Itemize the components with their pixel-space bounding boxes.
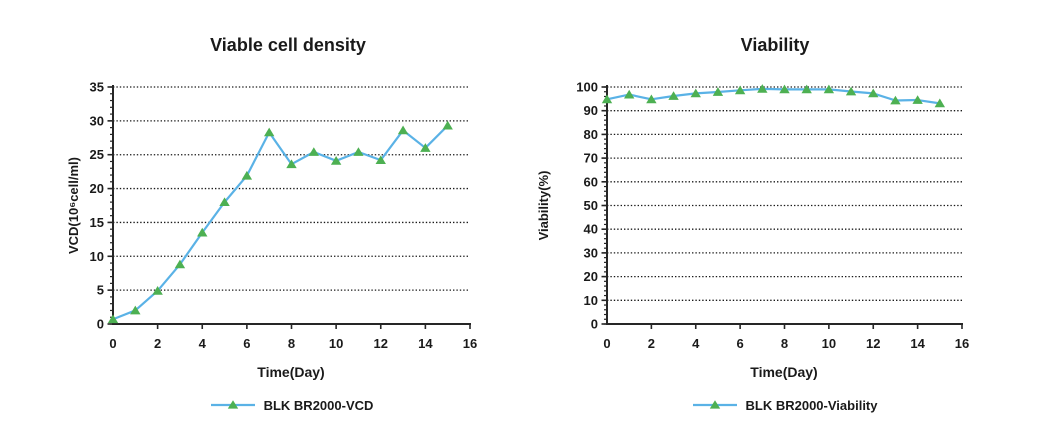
- viability-chart-title: Viability: [741, 35, 810, 55]
- vcd-plot-area: 0 5 10 15 20 25 30 35 0 2 4 6 8 10 12 14 16: [90, 80, 478, 352]
- vcd-y-axis-label: VCD(10⁶cell/ml): [66, 157, 81, 254]
- y-tick-label: 20: [90, 181, 104, 196]
- series-marker-icon: [353, 147, 364, 156]
- viability-x-axis-label: Time(Day): [750, 364, 817, 380]
- y-tick-label: 20: [584, 269, 598, 284]
- x-tick-label: 2: [648, 336, 655, 351]
- series-marker-icon: [375, 155, 386, 165]
- series-line: [605, 87, 941, 105]
- x-tick-label: 4: [199, 336, 207, 351]
- y-tick-label: 90: [584, 103, 598, 118]
- series-marker-icon: [308, 147, 320, 156]
- x-tick-label: 14: [910, 336, 925, 351]
- y-tick-label: 10: [584, 293, 598, 308]
- y-tick-label: 30: [90, 113, 104, 128]
- series-marker-icon: [623, 89, 635, 99]
- series-marker-icon: [152, 286, 163, 295]
- x-tick-label: 16: [955, 336, 969, 351]
- x-tick-label: 16: [463, 336, 477, 351]
- series-marker-icon: [219, 197, 230, 207]
- vcd-legend-line-marker-icon: [210, 400, 255, 409]
- x-tick-label: 6: [243, 336, 250, 351]
- series-marker-icon: [823, 84, 835, 94]
- series-marker-icon: [397, 125, 409, 135]
- series-marker-icon: [420, 143, 431, 152]
- viability-chart-svg: 0 10 20 30 40 50 60 70 80 90 100 0 2 4 6 8 10 12 14 16 Viab…: [536, 35, 969, 380]
- series-marker-icon: [779, 84, 790, 94]
- x-tick-label: 14: [418, 336, 433, 351]
- x-tick-label: 12: [374, 336, 388, 351]
- x-tick-label: 6: [737, 336, 744, 351]
- x-tick-label: 0: [603, 336, 610, 351]
- y-tick-label: 80: [584, 127, 598, 142]
- x-tick-label: 8: [288, 336, 295, 351]
- series-marker-icon: [241, 170, 253, 180]
- y-tick-label: 40: [584, 222, 598, 237]
- y-tick-label: 0: [97, 317, 104, 332]
- viability-plot-area: 0 10 20 30 40 50 60 70 80 90 100 0 2 4 6 8 10 12 14 16: [576, 80, 969, 352]
- series-marker-icon: [263, 127, 275, 137]
- viability-legend-line-marker-icon: [692, 400, 737, 409]
- vcd-chart-title: Viable cell density: [210, 35, 366, 55]
- series-marker-icon: [286, 159, 297, 169]
- series-marker-icon: [757, 84, 768, 93]
- series-marker-icon: [646, 94, 657, 104]
- series-marker-icon: [890, 95, 901, 105]
- y-tick-label: 35: [90, 80, 104, 95]
- series-marker-icon: [845, 86, 857, 96]
- x-tick-label: 4: [692, 336, 700, 351]
- y-tick-label: 0: [591, 317, 598, 332]
- series-line: [111, 124, 449, 321]
- series-marker-icon: [197, 227, 208, 237]
- series-marker-icon: [130, 305, 141, 315]
- x-tick-label: 0: [109, 336, 116, 351]
- y-tick-label: 10: [90, 249, 104, 264]
- series-marker-icon: [174, 259, 186, 269]
- y-tick-label: 25: [90, 147, 104, 162]
- series-marker-icon: [330, 156, 342, 165]
- series-marker-icon: [442, 120, 453, 130]
- series-marker-icon: [868, 88, 879, 98]
- vcd-chart-svg: 0 5 10 15 20 25 30 35 0 2 4 6 8 10 12 14 16 Viable cell …: [66, 35, 478, 380]
- series-marker-icon: [107, 314, 119, 324]
- series-marker-icon: [912, 95, 923, 104]
- y-tick-label: 15: [90, 215, 104, 230]
- viability-legend: BLK BR2000-Viability: [607, 396, 962, 414]
- series-marker-icon: [734, 85, 746, 95]
- y-tick-label: 70: [584, 151, 598, 166]
- series-marker-icon: [934, 98, 946, 108]
- vcd-legend-label: BLK BR2000-VCD: [263, 397, 374, 413]
- y-tick-label: 100: [576, 80, 598, 95]
- y-tick-label: 30: [584, 245, 598, 260]
- x-tick-label: 10: [822, 336, 836, 351]
- x-tick-label: 2: [154, 336, 161, 351]
- y-tick-label: 5: [97, 283, 104, 298]
- vcd-legend: BLK BR2000-VCD: [113, 396, 470, 414]
- series-marker-icon: [668, 91, 679, 100]
- series-marker-icon: [601, 94, 613, 104]
- y-tick-label: 60: [584, 174, 598, 189]
- x-tick-label: 8: [781, 336, 788, 351]
- viability-legend-label: BLK BR2000-Viability: [745, 397, 878, 413]
- x-tick-label: 10: [329, 336, 343, 351]
- series-marker-icon: [712, 87, 724, 96]
- x-tick-label: 12: [866, 336, 880, 351]
- series-marker-icon: [690, 88, 701, 98]
- y-tick-label: 50: [584, 198, 598, 213]
- vcd-x-axis-label: Time(Day): [257, 364, 324, 380]
- viability-y-axis-label: Viability(%): [536, 171, 551, 241]
- series-marker-icon: [801, 84, 812, 94]
